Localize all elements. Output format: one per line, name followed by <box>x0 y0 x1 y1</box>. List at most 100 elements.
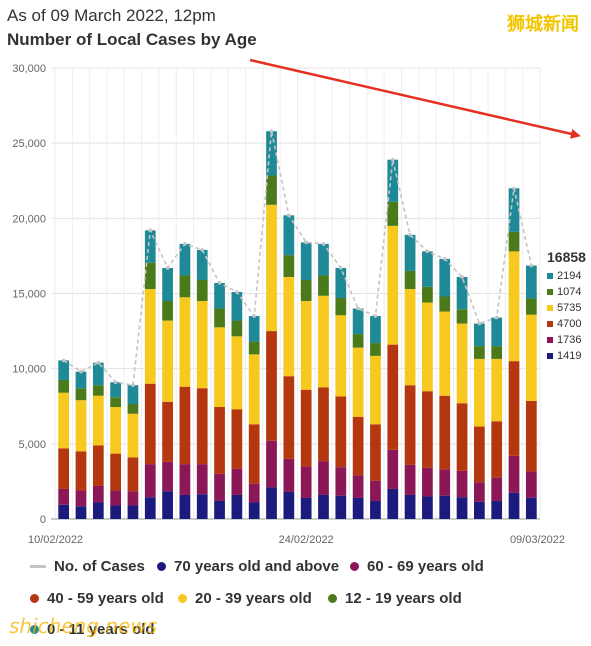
bar-segment-12-19 <box>179 275 191 298</box>
bar-segment-20-39 <box>300 301 312 390</box>
bar-segment-70-plus <box>110 505 121 519</box>
bar-segment-20-39 <box>370 355 381 425</box>
bar-segment-70-plus <box>300 497 312 519</box>
bar-segment-20-39 <box>387 225 399 345</box>
total-cases-point <box>321 242 326 246</box>
total-cases-point <box>269 129 274 133</box>
x-tick-label: 09/03/2022 <box>510 534 565 546</box>
bar-segment-12-19 <box>525 298 537 315</box>
legend-label: 60 - 69 years old <box>367 558 484 575</box>
total-cases-point <box>529 263 534 268</box>
bar-segment-40-59 <box>58 448 70 489</box>
bar-segment-40-59 <box>179 386 191 465</box>
legend-item-12-19[interactable]: 12 - 19 years old <box>328 590 462 607</box>
side-panel-total: 16858 <box>547 249 586 265</box>
bar-segment-0-11 <box>318 243 329 276</box>
legend-item-70-plus[interactable]: 70 years old and above <box>157 558 339 575</box>
line-swatch <box>30 565 46 568</box>
total-cases-line-layer <box>61 129 534 388</box>
bar-segment-40-59 <box>335 396 347 468</box>
y-tick-label: 5,000 <box>18 439 46 451</box>
side-panel-item-70-plus: 1419 <box>547 350 581 362</box>
bar-segment-70-plus <box>214 500 225 519</box>
bar-segment-70-plus <box>58 504 70 519</box>
legend-label: 40 - 59 years old <box>47 590 164 607</box>
bar-segment-20-39 <box>214 327 225 408</box>
bar-segment-0-11 <box>110 382 121 398</box>
total-cases-point <box>217 281 222 285</box>
bar-segment-0-11 <box>439 258 451 297</box>
total-cases-point <box>304 240 308 245</box>
total-cases-point <box>287 213 291 218</box>
bar-segment-60-69 <box>370 480 381 501</box>
bar-segment-12-19 <box>127 403 139 414</box>
total-cases-point <box>61 358 66 363</box>
bar-segment-60-69 <box>335 467 347 496</box>
bar-segment-40-59 <box>92 445 104 486</box>
side-panel-value: 4700 <box>557 318 582 330</box>
legend-item-60-69[interactable]: 60 - 69 years old <box>350 558 484 575</box>
total-cases-point <box>477 321 482 326</box>
dot-swatch <box>350 562 359 571</box>
bar-segment-0-11 <box>248 316 260 342</box>
total-cases-point <box>356 306 360 311</box>
legend-item-0-11[interactable]: 0 - 11 years old <box>30 621 155 638</box>
side-panel-value: 1419 <box>557 350 582 362</box>
bar-segment-40-59 <box>404 385 416 465</box>
bar-segment-20-39 <box>92 395 104 446</box>
bar-segment-0-11 <box>162 267 173 302</box>
dot-swatch <box>30 625 39 634</box>
bar-segment-0-11 <box>127 385 139 404</box>
x-tick-label: 10/02/2022 <box>28 534 83 546</box>
bar-segment-70-plus <box>404 494 416 519</box>
bar-segment-20-39 <box>196 301 208 389</box>
total-cases-point <box>79 369 83 374</box>
legend-item-40-59[interactable]: 40 - 59 years old <box>30 590 164 607</box>
bar-segment-60-69 <box>352 475 364 498</box>
total-cases-point <box>252 314 256 318</box>
bars-layer <box>58 131 537 519</box>
total-cases-point <box>200 248 205 252</box>
y-tick-label: 0 <box>40 514 46 526</box>
total-cases-point <box>235 290 239 294</box>
bar-segment-60-69 <box>456 470 468 498</box>
bar-segment-12-19 <box>283 255 295 277</box>
legend-item-cases[interactable]: No. of Cases <box>30 558 145 575</box>
bar-segment-12-19 <box>231 320 243 337</box>
bar-segment-40-59 <box>474 426 485 483</box>
bar-segment-0-11 <box>92 362 104 386</box>
bar-segment-60-69 <box>422 467 433 497</box>
bar-segment-70-plus <box>92 502 104 519</box>
bar-segment-20-39 <box>283 276 295 377</box>
bar-segment-12-19 <box>318 275 329 296</box>
bar-segment-40-59 <box>283 376 295 459</box>
bar-segment-0-11 <box>179 243 191 276</box>
bar-segment-20-39 <box>231 336 243 410</box>
x-axis-tick-labels: 10/02/2022 24/02/2022 09/03/2022 <box>28 534 565 546</box>
bar-segment-70-plus <box>318 494 329 519</box>
bar-segment-12-19 <box>266 175 277 205</box>
bar-segment-0-11 <box>144 230 156 263</box>
bar-segment-12-19 <box>144 262 156 289</box>
bar-segment-20-39 <box>474 358 485 427</box>
bar-segment-60-69 <box>179 464 191 495</box>
color-swatch <box>547 321 553 327</box>
bar-segment-20-39 <box>248 354 260 425</box>
bar-segment-12-19 <box>335 298 347 316</box>
bar-segment-70-plus <box>439 495 451 519</box>
bar-segment-12-19 <box>474 346 485 359</box>
bar-segment-12-19 <box>508 231 520 252</box>
total-cases-point <box>494 315 499 320</box>
bar-segment-0-11 <box>300 242 312 280</box>
bar-segment-60-69 <box>162 461 173 492</box>
bar-segment-40-59 <box>75 451 87 491</box>
y-axis-tick-labels: 0 5,000 10,000 15,000 20,000 25,000 30,000 <box>12 63 46 526</box>
dot-swatch <box>157 562 166 571</box>
bar-segment-40-59 <box>266 331 277 441</box>
legend-item-20-39[interactable]: 20 - 39 years old <box>178 590 312 607</box>
bar-segment-12-19 <box>300 279 312 302</box>
dot-swatch <box>30 594 39 603</box>
bar-segment-70-plus <box>352 497 364 519</box>
bar-segment-60-69 <box>214 473 225 501</box>
